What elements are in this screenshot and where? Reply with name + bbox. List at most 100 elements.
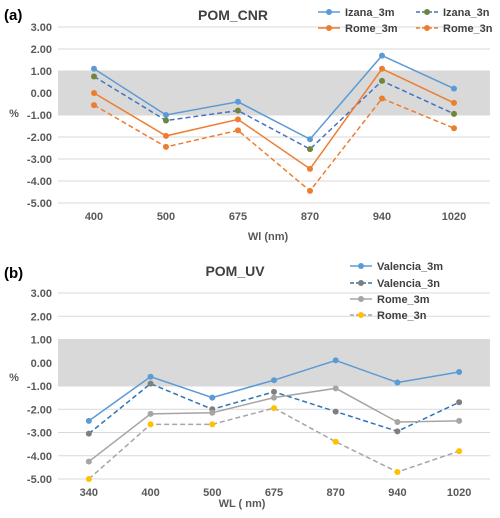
data-point — [307, 165, 313, 172]
data-point — [271, 377, 277, 384]
y-tick-label: -2.00 — [27, 404, 52, 416]
data-point — [451, 110, 457, 117]
chart-title-b: POM_UV — [205, 263, 265, 279]
data-point — [163, 112, 169, 118]
y-tick-label: -5.00 — [27, 474, 52, 486]
data-point — [85, 430, 92, 437]
data-point — [451, 99, 457, 106]
data-point — [332, 408, 339, 415]
legend-entry: Izana_3n — [443, 7, 490, 19]
y-tick-label: -4.00 — [27, 176, 52, 188]
x-tick-label: 400 — [85, 211, 103, 223]
legend-marker — [358, 296, 364, 302]
data-point — [307, 146, 313, 153]
x-tick-label: 870 — [327, 487, 345, 499]
data-point — [456, 369, 463, 376]
data-point — [451, 85, 457, 92]
legend-entry: Valencia_3m — [377, 261, 443, 273]
y-tick-label: 3.00 — [31, 22, 52, 34]
y-tick-label: 3.00 — [31, 288, 52, 300]
series-line — [93, 67, 455, 170]
data-point — [451, 125, 457, 132]
data-point — [163, 117, 169, 124]
legend-entry: Izana_3m — [345, 7, 395, 19]
data-point — [379, 77, 385, 84]
y-tick-label: -4.00 — [27, 451, 52, 463]
x-tick-label: 870 — [301, 211, 319, 223]
data-point — [235, 116, 241, 123]
data-point — [456, 417, 463, 424]
legend-entry: Rome_3n — [443, 23, 493, 35]
x-tick-label: 940 — [388, 487, 406, 499]
x-tick-label: 675 — [265, 487, 283, 499]
y-tick-label: -3.00 — [27, 428, 52, 440]
y-tick-label: -3.00 — [27, 154, 52, 166]
x-tick-label: 340 — [80, 487, 98, 499]
data-point — [394, 469, 401, 476]
x-axis-label-a: Wl (nm) — [248, 231, 289, 243]
legend-entry: Valencia_3n — [377, 278, 440, 290]
data-point — [379, 52, 385, 59]
data-point — [394, 379, 401, 386]
x-tick-label: 1020 — [447, 487, 471, 499]
data-point — [394, 428, 401, 435]
data-point — [379, 95, 385, 102]
panel-label-a: (a) — [4, 7, 22, 24]
data-point — [85, 476, 92, 482]
legend-marker — [358, 312, 364, 318]
data-point — [209, 394, 216, 401]
legend-marker — [424, 9, 430, 15]
series-line — [93, 97, 455, 192]
data-point — [163, 143, 169, 150]
data-point — [235, 127, 241, 134]
y-tick-label: -1.00 — [27, 110, 52, 122]
y-tick-label: -1.00 — [27, 381, 52, 393]
y-tick-label: 0.00 — [31, 358, 52, 370]
y-tick-label: 1.00 — [31, 335, 52, 347]
data-point — [91, 65, 97, 72]
y-tick-label: -2.00 — [27, 132, 52, 144]
panel-label-b: (b) — [4, 265, 23, 282]
data-point — [85, 458, 92, 465]
y-axis-label-b: % — [9, 372, 19, 384]
y-tick-label: 2.00 — [31, 311, 52, 323]
data-point — [307, 136, 313, 143]
legend-marker — [326, 9, 332, 15]
x-tick-label: 400 — [141, 487, 159, 499]
data-point — [147, 380, 154, 387]
data-point — [394, 419, 401, 426]
data-point — [209, 409, 216, 416]
legend-marker — [358, 280, 364, 286]
data-point — [307, 187, 313, 194]
legend-entry: Rome_3m — [377, 294, 430, 306]
data-point — [209, 421, 216, 428]
y-tick-label: 0.00 — [31, 88, 52, 100]
x-tick-label: 940 — [373, 211, 391, 223]
y-tick-label: 1.00 — [31, 66, 52, 78]
data-point — [332, 357, 339, 364]
data-point — [147, 410, 154, 417]
data-point — [332, 438, 339, 445]
data-point — [85, 417, 92, 424]
data-point — [235, 98, 241, 105]
data-point — [456, 399, 463, 406]
chart-title-a: POM_CNR — [198, 7, 268, 23]
data-point — [91, 102, 97, 109]
plot-area-b: 3.00 2.00 1.00 0.00 -1.00 -2.00 -3.00 -4.00 -5.0… — [27, 261, 490, 499]
data-point — [379, 65, 385, 72]
data-point — [235, 107, 241, 114]
data-point — [271, 405, 277, 412]
data-point — [91, 90, 97, 96]
plot-area-a: 3.00 2.00 1.00 0.00 -1.00 -2.00 -3.00 -4.00 -5.0… — [27, 7, 493, 223]
data-point — [456, 448, 463, 455]
legend-marker — [358, 263, 364, 269]
x-tick-label: 500 — [157, 211, 175, 223]
y-tick-label: -5.00 — [27, 198, 52, 210]
x-tick-label: 500 — [203, 487, 221, 499]
legend-entry: Rome_3m — [345, 23, 398, 35]
y-axis-label-a: % — [9, 108, 19, 120]
y-tick-label: 2.00 — [31, 44, 52, 56]
data-point — [147, 373, 154, 380]
x-tick-label: 675 — [229, 211, 247, 223]
